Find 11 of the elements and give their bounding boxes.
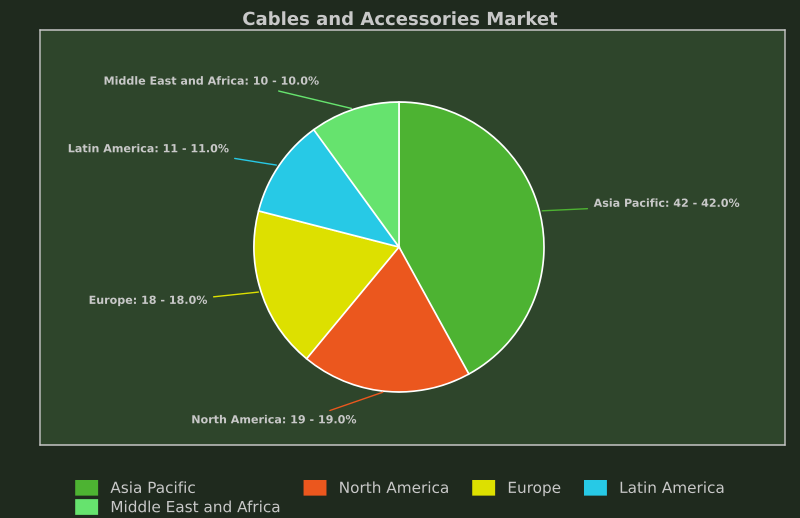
chart-title: Cables and Accessories Market xyxy=(243,11,558,26)
legend-label: Middle East and Africa xyxy=(112,500,280,512)
data-label: Europe: 18 - 18.0% xyxy=(90,296,208,306)
data-label: Asia Pacific: 42 - 42.0% xyxy=(594,198,740,207)
legend-label: Latin America xyxy=(620,481,724,494)
data-label: North America: 19 - 19.0% xyxy=(192,414,356,424)
data-label: Latin America: 11 - 11.0% xyxy=(68,144,229,152)
legend-label: North America xyxy=(340,481,448,494)
legend-label: Europe xyxy=(508,482,560,496)
data-label: Middle East and Africa: 10 - 10.0% xyxy=(104,76,319,85)
legend-label: Asia Pacific xyxy=(110,481,195,494)
